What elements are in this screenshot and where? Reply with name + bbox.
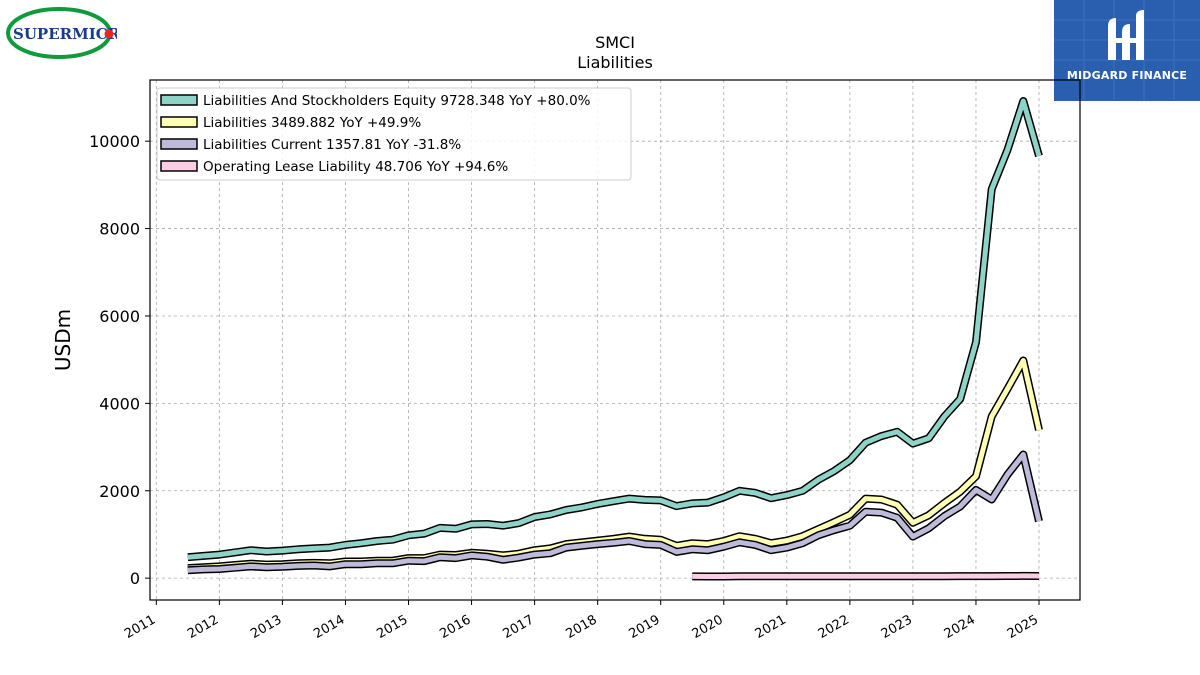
plot-frame <box>149 79 1081 601</box>
y-tick-label: 10000 <box>89 132 140 151</box>
x-tick-label: 2014 <box>311 612 347 642</box>
series-line-2 <box>187 452 1042 573</box>
logo-text: SUPERMICR <box>13 25 117 43</box>
x-tick-label: 2025 <box>1005 612 1041 642</box>
x-tick-label: 2018 <box>564 612 600 642</box>
x-tick-label: 2017 <box>500 612 536 642</box>
legend-swatch <box>160 160 198 172</box>
y-tick-label: 4000 <box>99 394 140 413</box>
x-tick-label: 2019 <box>627 612 663 642</box>
series-lines <box>187 97 1043 581</box>
x-tick-label: 2023 <box>879 612 915 642</box>
legend-swatch <box>160 116 198 128</box>
logo-dot <box>104 29 114 39</box>
series-line-3 <box>692 573 1040 579</box>
x-tick-label: 2021 <box>753 612 789 642</box>
y-axis-label: USDm <box>51 309 75 371</box>
legend-label: Liabilities 3489.882 YoY +49.9% <box>203 115 421 131</box>
x-tick-label: 2011 <box>122 612 158 642</box>
legend: Liabilities And Stockholders Equity 9728… <box>156 87 632 181</box>
legend-box <box>156 87 632 181</box>
x-tick-label: 2016 <box>437 612 473 642</box>
chart-subtitle: Liabilities <box>577 53 653 72</box>
x-tick-label: 2024 <box>942 612 978 642</box>
legend-label: Liabilities And Stockholders Equity 9728… <box>203 93 591 109</box>
legend-swatch <box>160 94 198 106</box>
y-tick-label: 8000 <box>99 220 140 239</box>
x-tick-label: 2015 <box>374 612 410 642</box>
x-tick-label: 2013 <box>248 612 284 642</box>
chart-title: SMCI <box>595 33 635 52</box>
x-tick-label: 2020 <box>690 612 726 642</box>
legend-label: Operating Lease Liability 48.706 YoY +94… <box>203 159 508 175</box>
x-tick-label: 2022 <box>816 612 852 642</box>
y-tick-label: 0 <box>130 569 140 588</box>
midgard-finance-logo: MIDGARD FINANCE <box>1054 0 1200 101</box>
series-line-0 <box>187 98 1042 560</box>
legend-label: Liabilities Current 1357.81 YoY -31.8% <box>203 137 461 153</box>
series-outline-2 <box>187 450 1043 575</box>
midgard-mark-icon <box>1108 10 1144 60</box>
legend-swatch <box>160 138 198 150</box>
supermicro-logo: SUPERMICR <box>5 6 121 62</box>
y-tick-label: 2000 <box>99 482 140 501</box>
midgard-finance-text: MIDGARD FINANCE <box>1066 69 1188 82</box>
y-tick-label: 6000 <box>99 307 140 326</box>
x-tick-label: 2012 <box>185 612 221 642</box>
